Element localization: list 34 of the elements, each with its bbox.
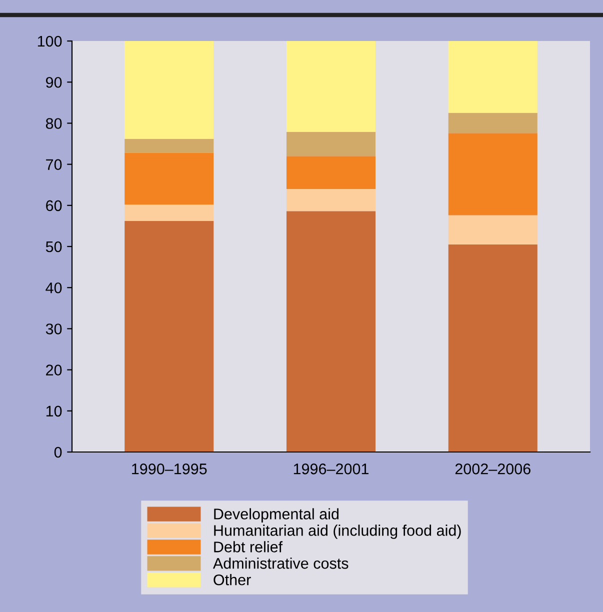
y-tick-label: 20 <box>46 364 62 376</box>
bar <box>124 152 214 205</box>
legend-label: Developmental aid <box>214 508 338 522</box>
x-tick-label: 1990–1995 <box>132 464 207 474</box>
y-tick-label: 70 <box>46 159 62 170</box>
bar <box>286 156 376 189</box>
legend-label: Administrative costs <box>212 558 348 569</box>
x-tick-label: 2002–2006 <box>455 464 530 474</box>
bar <box>286 41 376 132</box>
bar <box>124 221 214 452</box>
bar <box>124 204 214 222</box>
y-tick-label: 30 <box>46 324 62 334</box>
bar <box>124 41 214 139</box>
y-tick-label: 100 <box>38 36 62 47</box>
bar <box>448 133 538 216</box>
bar <box>124 138 214 153</box>
legend-label: Humanitarian aid (including food aid) <box>214 524 461 539</box>
x-tick-label: 1996–2001 <box>294 464 368 474</box>
y-tick-label: 0 <box>54 446 62 458</box>
bar <box>286 211 376 452</box>
y-tick-label: 90 <box>46 76 62 88</box>
y-tick-label: 50 <box>46 241 62 252</box>
y-tick-label: 60 <box>46 200 62 212</box>
legend-label: Debt relief <box>214 541 283 552</box>
bar <box>286 188 376 212</box>
legend-label: Other <box>214 574 251 586</box>
bar <box>448 244 538 452</box>
y-tick-label: 80 <box>46 118 62 129</box>
y-tick-label: 40 <box>46 282 62 294</box>
bar <box>448 41 538 113</box>
y-tick-label: 10 <box>46 406 62 417</box>
bar <box>286 132 376 156</box>
bar <box>448 112 538 134</box>
bar <box>448 215 538 244</box>
